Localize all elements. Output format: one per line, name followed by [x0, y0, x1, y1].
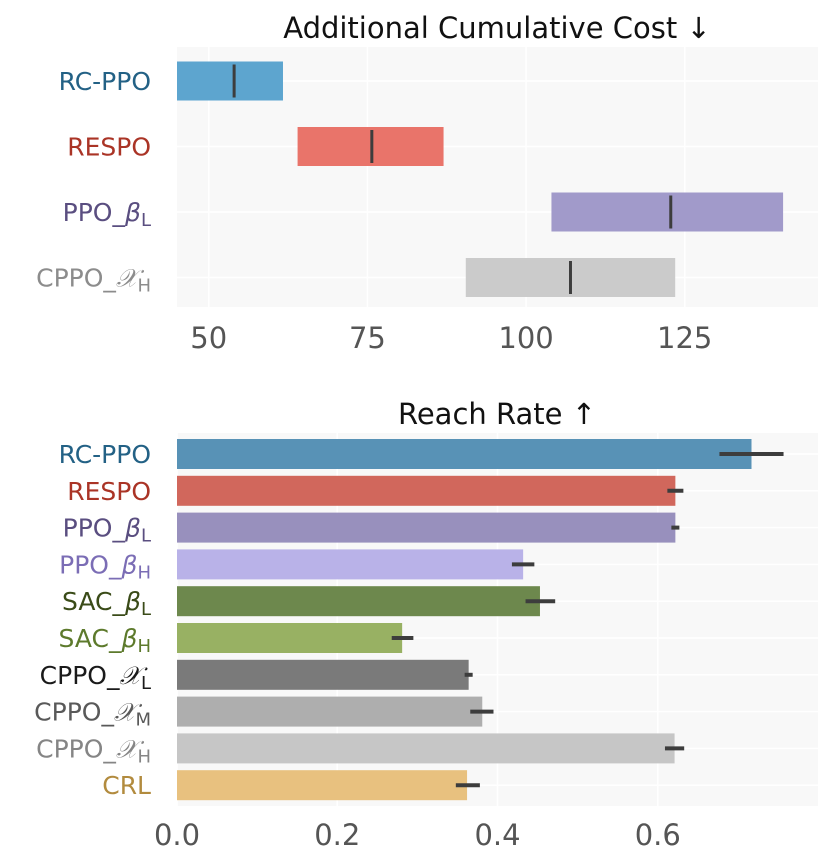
cost-label-rc-ppo-0: RC-PPO: [59, 67, 151, 96]
reach-x-tick-0: 0.0: [154, 818, 200, 852]
reach-bar-respo-1: [177, 475, 676, 506]
reach-x-tick-1: 0.2: [314, 818, 360, 852]
reach-x-tick-3: 0.6: [635, 818, 681, 852]
cost-chart: Additional Cumulative Cost ↓ RC-PPO RESPO…: [36, 11, 818, 355]
reach-label-sac-h-5: SAC_βH: [59, 624, 151, 657]
reach-label-ppo-l-2: PPO_βL: [63, 514, 151, 547]
reach-bar-crl-9: [177, 770, 468, 801]
reach-label-crl-9: CRL: [102, 771, 151, 800]
reach-label-sac-l-4: SAC_βL: [62, 587, 151, 620]
reach-label-cppo-l-6: CPPO_𝒳L: [40, 661, 151, 694]
reach-bar-sac-h-5: [177, 623, 403, 653]
reach-label-ppo-h-3: PPO_βH: [59, 550, 151, 583]
cost-x-tick-0: 50: [190, 321, 227, 355]
cost-x-tick-3: 125: [657, 321, 712, 355]
cost-chart-title: Additional Cumulative Cost ↓: [283, 11, 711, 45]
cost-x-tick-1: 75: [349, 321, 386, 355]
reach-chart-title: Reach Rate ↑: [398, 397, 596, 431]
reach-x-tick-2: 0.4: [474, 818, 520, 852]
reach-label-cppo-m-7: CPPO_𝒳M: [34, 698, 151, 731]
cost-label-ppo-l-2: PPO_βL: [63, 198, 151, 231]
reach-bar-rc-ppo-0: [177, 439, 752, 469]
reach-label-respo-1: RESPO: [67, 477, 151, 506]
reach-label-cppo-h-8: CPPO_𝒳H: [36, 734, 151, 767]
cost-x-tick-2: 100: [498, 321, 553, 355]
cost-label-cppo-h-3: CPPO_𝒳H: [36, 264, 151, 297]
reach-bar-ppo-h-3: [177, 549, 524, 580]
reach-bar-sac-l-4: [177, 586, 540, 617]
reach-bar-cppo-m-7: [177, 696, 483, 727]
cost-bar-ppo-l-2: [551, 192, 784, 232]
reach-bar-cppo-h-8: [177, 733, 675, 764]
reach-label-rc-ppo-0: RC-PPO: [59, 440, 151, 469]
reach-bar-cppo-l-6: [177, 659, 469, 690]
cost-bar-rc-ppo-0: [177, 61, 283, 101]
cost-label-respo-1: RESPO: [67, 133, 151, 162]
reach-bar-ppo-l-2: [177, 512, 676, 543]
